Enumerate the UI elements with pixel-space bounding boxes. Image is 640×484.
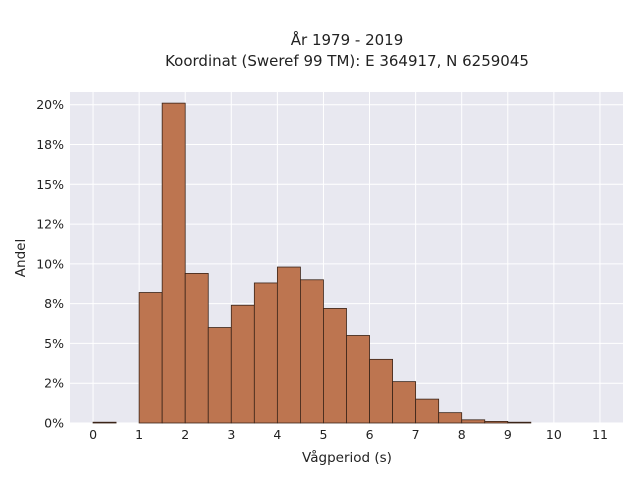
chart-title-line1: År 1979 - 2019: [291, 30, 404, 49]
histogram-bar: [461, 419, 486, 424]
x-axis-label: Vågperiod (s): [302, 449, 392, 466]
histogram-bar: [323, 308, 347, 424]
x-tick-label: 1: [135, 427, 143, 442]
histogram-bar: [138, 292, 163, 424]
x-tick-label: 3: [227, 427, 235, 442]
bars-layer: [92, 102, 532, 424]
x-tick-label: 4: [273, 427, 281, 442]
histogram-bar: [184, 273, 209, 424]
histogram-bar: [438, 412, 463, 424]
histogram-bar: [346, 335, 370, 424]
x-tick-label: 11: [592, 427, 608, 442]
y-tick-label: 10%: [36, 256, 64, 271]
y-tick-label: 18%: [36, 137, 64, 152]
y-tick-label: 15%: [36, 177, 64, 192]
histogram-bar: [415, 398, 440, 424]
x-tick-label: 10: [546, 427, 562, 442]
histogram-bar: [230, 304, 255, 424]
x-tick-label: 2: [181, 427, 189, 442]
histogram-bar: [276, 266, 301, 424]
histogram-bar: [161, 102, 186, 424]
x-tick-label: 5: [319, 427, 327, 442]
histogram-bar: [253, 282, 278, 424]
x-tick-label: 9: [504, 427, 512, 442]
histogram-bar: [369, 358, 393, 424]
x-tick-label: 6: [366, 427, 374, 442]
y-tick-label: 8%: [44, 296, 64, 311]
y-tick-label: 12%: [36, 217, 64, 232]
x-tick-label: 0: [89, 427, 97, 442]
chart-title-line2: Koordinat (Sweref 99 TM): E 364917, N 62…: [165, 52, 529, 70]
y-tick-label: 2%: [44, 376, 64, 391]
x-tick-label: 8: [458, 427, 466, 442]
histogram-bar: [507, 421, 532, 424]
y-tick-label: 5%: [44, 336, 64, 351]
y-axis-label: Andel: [13, 239, 29, 277]
histogram-bar: [207, 327, 232, 424]
histogram-bar: [300, 279, 324, 424]
y-tick-label: 0%: [44, 416, 64, 431]
ticks-layer: 0 1 2 3 4 5 6 7 8 9 10 11 0% 2% 5% 8% 10% 12% 15% 18% 20%: [36, 97, 608, 442]
y-tick-label: 20%: [36, 97, 64, 112]
x-tick-label: 7: [412, 427, 420, 442]
histogram-bar: [484, 421, 509, 424]
histogram-bar: [392, 381, 417, 424]
histogram-bar: [92, 421, 117, 424]
